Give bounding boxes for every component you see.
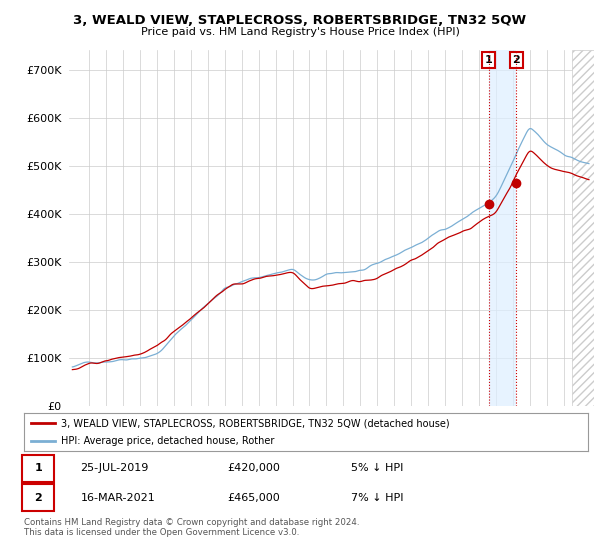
Bar	[489, 50, 516, 406]
Text: Price paid vs. HM Land Registry's House Price Index (HPI): Price paid vs. HM Land Registry's House …	[140, 27, 460, 37]
Text: 2: 2	[34, 493, 42, 503]
Text: 7% ↓ HPI: 7% ↓ HPI	[351, 493, 404, 503]
FancyBboxPatch shape	[22, 455, 54, 482]
Text: 3, WEALD VIEW, STAPLECROSS, ROBERTSBRIDGE, TN32 5QW: 3, WEALD VIEW, STAPLECROSS, ROBERTSBRIDG…	[73, 14, 527, 27]
Text: HPI: Average price, detached house, Rother: HPI: Average price, detached house, Roth…	[61, 436, 274, 446]
Bar	[572, 50, 600, 406]
Text: 16-MAR-2021: 16-MAR-2021	[80, 493, 155, 503]
Text: 3, WEALD VIEW, STAPLECROSS, ROBERTSBRIDGE, TN32 5QW (detached house): 3, WEALD VIEW, STAPLECROSS, ROBERTSBRIDG…	[61, 418, 449, 428]
Text: £420,000: £420,000	[227, 463, 280, 473]
Text: 1: 1	[485, 55, 493, 65]
Text: 5% ↓ HPI: 5% ↓ HPI	[351, 463, 403, 473]
Text: 25-JUL-2019: 25-JUL-2019	[80, 463, 149, 473]
Text: Contains HM Land Registry data © Crown copyright and database right 2024.
This d: Contains HM Land Registry data © Crown c…	[24, 518, 359, 538]
Text: £465,000: £465,000	[227, 493, 280, 503]
Text: 2: 2	[512, 55, 520, 65]
Text: 1: 1	[34, 463, 42, 473]
FancyBboxPatch shape	[22, 484, 54, 511]
